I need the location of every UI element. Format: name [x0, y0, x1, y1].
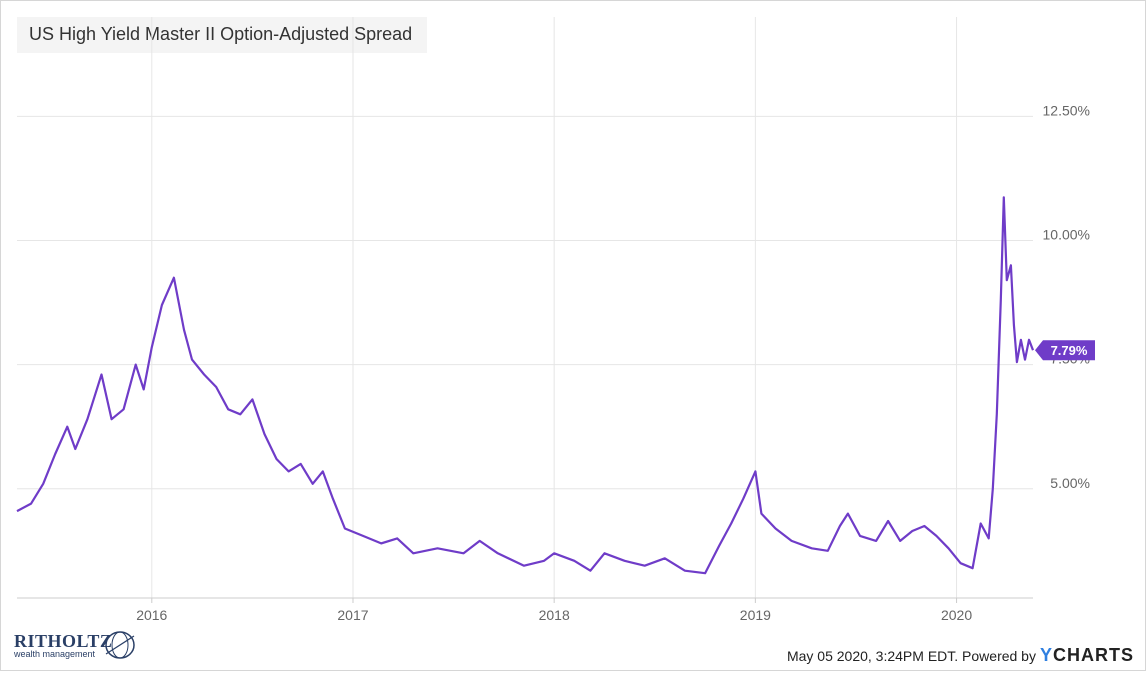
- x-tick-label: 2018: [539, 607, 570, 623]
- grid-layer: [17, 17, 1033, 598]
- x-tick-label: 2020: [941, 607, 972, 623]
- y-tick-label: 5.00%: [1050, 475, 1090, 491]
- ycharts-brand-y: Y: [1039, 645, 1053, 665]
- ycharts-brand-rest: CHARTS: [1053, 645, 1134, 665]
- x-tick-label: 2019: [740, 607, 771, 623]
- chart-title-box: US High Yield Master II Option-Adjusted …: [17, 17, 427, 53]
- logo-word: RITHOLTZ: [14, 631, 113, 651]
- footer-timestamp: May 05 2020, 3:24PM EDT. Powered by: [786, 647, 1036, 664]
- last-value-label: 7.79%: [1051, 343, 1088, 358]
- series-line: [16, 196, 1035, 575]
- label-layer: 7.79%: [1035, 340, 1095, 361]
- y-tick-label: 10.00%: [1043, 226, 1090, 242]
- last-value-flag: [1035, 340, 1095, 361]
- ycharts-brand[interactable]: YCHARTS: [1040, 645, 1134, 666]
- footer: May 05 2020, 3:24PM EDT. Powered by YCHA…: [787, 645, 1134, 666]
- ritholtz-logo: RITHOLTZ wealth management: [14, 628, 144, 664]
- axis-layer: 5.00%7.50%10.00%12.50%201620172018201920…: [17, 102, 1090, 623]
- series-layer: [16, 196, 1035, 575]
- y-tick-label: 12.50%: [1043, 102, 1090, 118]
- x-tick-label: 2017: [337, 607, 368, 623]
- logo-mark-icon: [105, 631, 135, 659]
- x-tick-label: 2016: [136, 607, 167, 623]
- logo-subtitle: wealth management: [14, 649, 96, 659]
- chart-title: US High Yield Master II Option-Adjusted …: [29, 24, 413, 44]
